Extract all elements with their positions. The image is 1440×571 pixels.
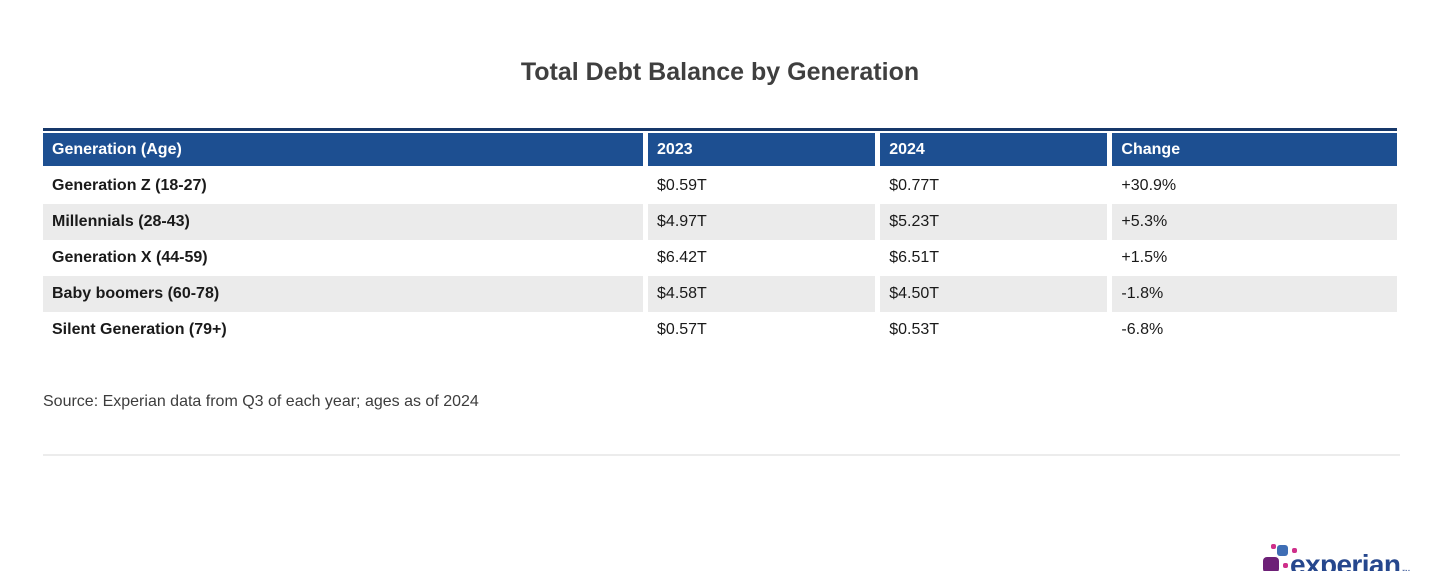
logo-blue-square-icon: [1277, 545, 1288, 556]
footer-divider: [43, 454, 1400, 456]
table-header-row: Generation (Age) 2023 2024 Change: [43, 133, 1397, 168]
value-2023-cell: $0.57T: [645, 312, 881, 348]
change-cell: +1.5%: [1121, 249, 1168, 266]
change-cell: -6.8%: [1121, 321, 1164, 338]
logo-purple-square-icon: [1263, 557, 1279, 571]
generation-cell: Baby boomers (60-78): [43, 276, 649, 312]
change-cell: -1.8%: [1109, 276, 1397, 312]
table-row: Baby boomers (60-78) $4.58T $4.50T -1.8%: [43, 276, 1397, 312]
debt-balance-table: Generation (Age) 2023 2024 Change Genera…: [43, 133, 1397, 348]
page-title: Total Debt Balance by Generation: [520, 58, 920, 86]
value-2023-cell: $6.42T: [645, 240, 881, 276]
column-header-generation: Generation (Age): [43, 133, 649, 168]
table-top-gap: [43, 131, 1397, 133]
logo-dot-icon: [1292, 548, 1297, 553]
experian-logo: experian™: [1256, 537, 1410, 571]
table-row: Generation Z (18-27) $0.59T $0.77T +30.9…: [43, 167, 1397, 204]
generation-cell: Generation X (44-59): [43, 240, 649, 276]
debt-table-container: Generation (Age) 2023 2024 Change Genera…: [43, 128, 1397, 348]
generation-cell: Millennials (28-43): [43, 204, 649, 240]
logo-dot-icon: [1283, 563, 1288, 568]
table-row: Generation X (44-59) $6.42T $6.51T +1.5%: [43, 240, 1397, 276]
value-2024-cell: $5.23T: [877, 204, 1113, 240]
table-row: Silent Generation (79+) $0.57T $0.53T -6…: [43, 312, 1397, 348]
value-2024-cell: $6.51T: [877, 240, 1113, 276]
value-2023-cell: $4.97T: [645, 204, 881, 240]
column-header-change: Change: [1109, 133, 1397, 168]
value-2024-cell: $0.77T: [877, 167, 1113, 204]
value-2024-cell: $0.53T: [877, 312, 1113, 348]
value-2024-cell: $4.50T: [877, 276, 1113, 312]
source-note: Source: Experian data from Q3 of each ye…: [43, 393, 479, 410]
value-2023-cell: $4.58T: [645, 276, 881, 312]
generation-cell: Generation Z (18-27): [43, 167, 649, 204]
value-2023-cell: $0.59T: [645, 167, 881, 204]
logo-dot-icon: [1271, 544, 1276, 549]
trademark-symbol: ™: [1401, 568, 1410, 571]
table-top-border: [43, 128, 1397, 131]
change-cell: +30.9%: [1121, 177, 1177, 194]
experian-wordmark: experian™: [1290, 549, 1410, 571]
table-row: Millennials (28-43) $4.97T $5.23T +5.3%: [43, 204, 1397, 240]
column-header-2024: 2024: [877, 133, 1113, 168]
column-header-2023: 2023: [645, 133, 881, 168]
generation-cell: Silent Generation (79+): [43, 312, 649, 348]
change-cell: +5.3%: [1109, 204, 1397, 240]
